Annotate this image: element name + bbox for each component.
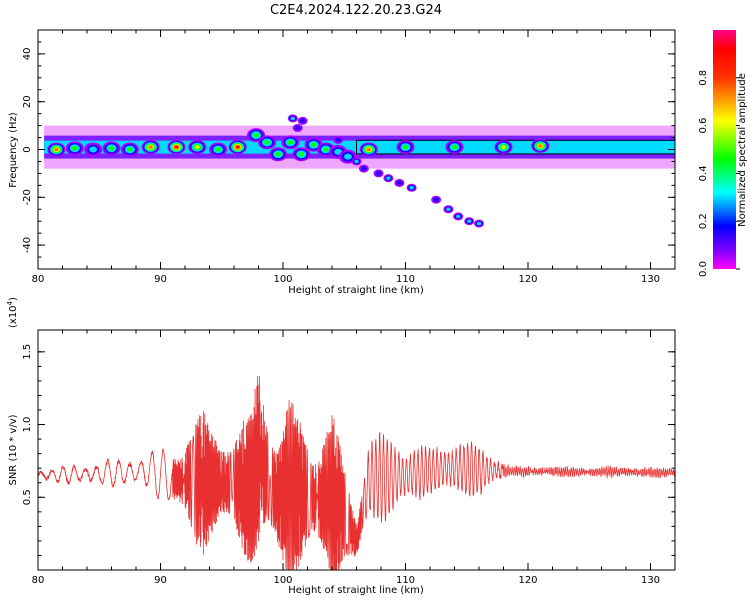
y-tick-label: -20	[22, 189, 33, 205]
spectral-blob	[402, 144, 409, 150]
scatter-feature	[360, 166, 367, 172]
scatter-feature	[433, 197, 440, 203]
band-edge	[356, 139, 675, 155]
x-tick-label: 130	[641, 575, 660, 586]
snr-scale-label: (x104)	[6, 297, 19, 328]
spectral-blob	[126, 147, 133, 152]
snr-ylabel: SNR (10 * v/v)	[8, 414, 19, 485]
scatter-feature	[409, 186, 414, 190]
spectral-blob	[287, 139, 294, 145]
snr-xlabel: Height of straight line (km)	[288, 585, 424, 596]
spectral-blob	[322, 147, 329, 152]
spectral-blob	[174, 145, 179, 149]
colorbar-tick-label: 0.2	[698, 213, 709, 229]
spectral-blob	[194, 145, 200, 150]
spectral-blob	[310, 142, 317, 148]
spectrogram-ticks: 80 90 100 110 120 130 40 20 0 -20 -40	[22, 29, 676, 285]
band-core	[44, 140, 675, 154]
spectral-blob	[538, 144, 543, 148]
x-tick-label: 120	[518, 274, 537, 285]
colorbar-tick-label: 0.8	[698, 70, 709, 86]
scatter-feature	[299, 118, 306, 124]
colorbar-ticks: 0.0 0.2 0.4 0.6 0.8	[698, 70, 740, 277]
y-tick-label: 0	[22, 146, 33, 152]
scatter-feature	[290, 116, 295, 121]
spectral-blob	[264, 139, 271, 145]
y-tick-label: 1.5	[22, 344, 33, 360]
spectral-blob	[108, 145, 115, 151]
scatter-feature	[375, 171, 382, 176]
spectrogram-ylabel: Frequency (Hz)	[8, 112, 19, 188]
scatter-feature	[446, 207, 451, 211]
spectrogram-panel: 80 90 100 110 120 130 40 20 0 -20 -40 Height of st…	[8, 29, 676, 296]
snr-series-line	[38, 375, 675, 570]
colorbar-tick-label: 0.4	[698, 165, 709, 181]
x-tick-label: 80	[32, 274, 45, 285]
colorbar-label: Normalized spectral amplitude	[737, 73, 748, 227]
figure-title: C2E4.2024.122.20.23.G24	[270, 3, 442, 18]
spectral-blob	[275, 151, 282, 157]
colorbar-gradient	[713, 30, 736, 269]
scatter-feature	[476, 221, 482, 226]
y-tick-label: 20	[22, 95, 33, 108]
spectrogram-heatmap	[44, 114, 675, 228]
scatter-feature	[335, 137, 342, 143]
scatter-feature	[456, 214, 461, 219]
spectral-blob	[344, 153, 352, 160]
spectral-blob	[451, 144, 458, 150]
x-tick-label: 110	[396, 575, 415, 586]
x-tick-label: 110	[396, 274, 415, 285]
y-tick-label: 0.5	[22, 489, 33, 505]
spectral-blob	[366, 147, 371, 152]
spectral-blob	[89, 146, 97, 153]
x-tick-label: 130	[641, 274, 660, 285]
scatter-feature	[354, 159, 359, 164]
snr-panel: 80 90 100 110 120 130 0.5 1.0 1.5 Height of stra…	[6, 297, 676, 596]
x-tick-label: 80	[32, 575, 45, 586]
x-tick-label: 90	[154, 274, 167, 285]
x-tick-label: 90	[154, 575, 167, 586]
scatter-feature	[294, 125, 301, 131]
spectral-blob	[148, 145, 153, 149]
spectral-blob	[215, 147, 222, 152]
spectral-blob	[235, 145, 240, 149]
colorbar-tick-label: 0.0	[698, 261, 709, 277]
x-tick-label: 120	[518, 575, 537, 586]
snr-ticks: 80 90 100 110 120 130 0.5 1.0 1.5	[22, 330, 676, 586]
colorbar: 0.0 0.2 0.4 0.6 0.8 Normalized spectral ampl…	[698, 30, 748, 277]
scatter-feature	[467, 219, 472, 223]
spectral-blob	[501, 145, 506, 150]
spectral-blob	[253, 132, 260, 138]
spectrogram-xlabel: Height of straight line (km)	[288, 285, 424, 296]
scatter-feature	[396, 180, 403, 186]
scatter-feature	[386, 176, 391, 180]
spectral-blob	[298, 151, 305, 157]
x-tick-label: 100	[273, 274, 292, 285]
colorbar-tick-label: 0.6	[698, 118, 709, 134]
spectral-blob	[71, 145, 78, 151]
y-tick-label: 40	[22, 48, 33, 61]
y-tick-label: -40	[22, 237, 33, 253]
y-tick-label: 1.0	[22, 417, 33, 433]
spectral-blob	[54, 147, 59, 152]
x-tick-label: 100	[273, 575, 292, 586]
